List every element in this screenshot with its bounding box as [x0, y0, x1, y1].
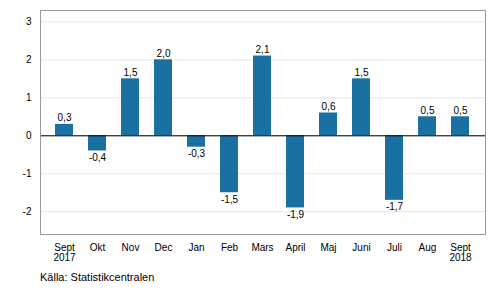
- svg-text:-0,3: -0,3: [188, 148, 206, 159]
- svg-text:Sept2017: Sept2017: [53, 242, 76, 263]
- svg-text:Jan: Jan: [188, 242, 204, 253]
- svg-text:2: 2: [26, 54, 32, 65]
- svg-text:Dec: Dec: [155, 242, 173, 253]
- svg-text:Nov: Nov: [122, 242, 140, 253]
- svg-text:-1,5: -1,5: [221, 194, 239, 205]
- svg-text:0,5: 0,5: [421, 105, 435, 116]
- svg-text:Juli: Juli: [387, 242, 402, 253]
- svg-text:1,5: 1,5: [355, 67, 369, 78]
- svg-text:-1,7: -1,7: [386, 201, 404, 212]
- svg-text:Aug: Aug: [419, 242, 437, 253]
- svg-text:0,5: 0,5: [454, 105, 468, 116]
- svg-text:0,3: 0,3: [58, 112, 72, 123]
- svg-text:Mars: Mars: [251, 242, 273, 253]
- svg-text:Sept2018: Sept2018: [449, 242, 472, 263]
- svg-text:-0,4: -0,4: [89, 152, 107, 163]
- svg-text:0: 0: [26, 130, 32, 141]
- html-text:Källa: Statistikcentralen: Källa: Statistikcentralen: [40, 271, 155, 283]
- svg-text:-2: -2: [23, 206, 32, 217]
- svg-text:1,5: 1,5: [124, 67, 138, 78]
- svg-text:1: 1: [26, 92, 32, 103]
- svg-text:Juni: Juni: [352, 242, 370, 253]
- svg-text:Maj: Maj: [320, 242, 336, 253]
- svg-text:2,0: 2,0: [157, 48, 171, 59]
- svg-text:April: April: [285, 242, 305, 253]
- svg-text:2,1: 2,1: [256, 44, 270, 55]
- svg-text:3: 3: [26, 16, 32, 27]
- svg-text:Okt: Okt: [90, 242, 106, 253]
- svg-text:0,6: 0,6: [322, 101, 336, 112]
- svg-text:-1,9: -1,9: [287, 209, 305, 220]
- svg-text:-1: -1: [23, 168, 32, 179]
- svg-text:Feb: Feb: [221, 242, 239, 253]
